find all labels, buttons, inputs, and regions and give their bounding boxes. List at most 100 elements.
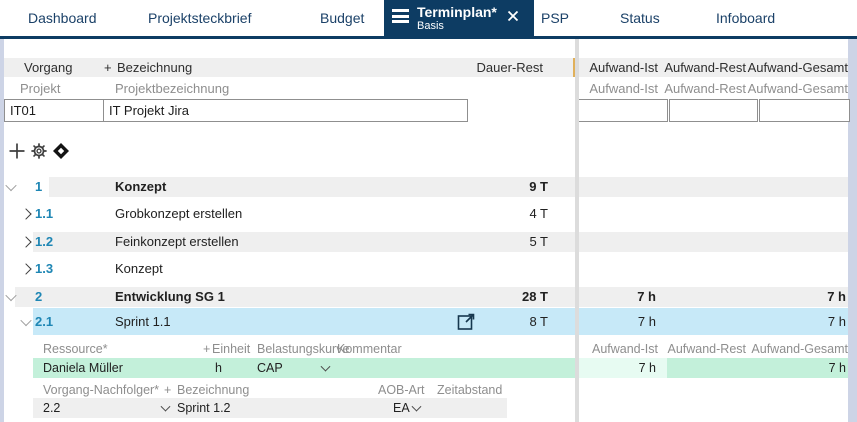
col-header-vorgang: Vorgang: [24, 60, 73, 75]
successor-row-highlight: [33, 398, 507, 418]
project-name-input[interactable]: [103, 99, 468, 122]
belastungskurve-header: Belastungskurve: [257, 342, 350, 356]
tab-infoboard[interactable]: Infoboard: [716, 10, 776, 26]
task-number: 2.1: [35, 314, 54, 329]
tab-projektsteckbrief[interactable]: Projektsteckbrief: [148, 10, 252, 26]
row-highlight-right: [579, 232, 848, 252]
tab-budget[interactable]: Budget: [320, 10, 365, 26]
add-successor-column-icon[interactable]: +: [164, 383, 172, 397]
hamburger-menu-icon[interactable]: [392, 9, 409, 26]
project-aufwand-ist-label: Aufwand-Ist: [589, 81, 658, 96]
milestone-diamond-icon[interactable]: [52, 142, 70, 165]
task-number: 1.1: [35, 206, 54, 221]
resource-header: Ressource*: [43, 342, 108, 356]
project-aufwand-rest-label: Aufwand-Rest: [664, 81, 746, 96]
tab-bar-underline: [0, 36, 857, 39]
task-aufwand-gesamt: 7 h: [827, 314, 846, 329]
kommentar-header: Kommentar: [337, 342, 402, 356]
row-highlight-right: [579, 177, 848, 197]
collapse-chevron-icon[interactable]: [5, 179, 17, 192]
settings-gear-icon[interactable]: [30, 142, 48, 165]
add-column-icon[interactable]: +: [104, 60, 112, 75]
resource-row-highlight-right: [667, 358, 848, 378]
task-row-1-3[interactable]: 1.3 Konzept: [4, 259, 848, 279]
task-aufwand-ist: 7 h: [637, 314, 656, 329]
selected-row-highlight: [33, 308, 575, 335]
project-id-input[interactable]: [4, 99, 105, 122]
task-dauer-rest: 9 T: [529, 179, 548, 194]
tab-terminplan-active[interactable]: Terminplan* Basis: [384, 0, 534, 36]
task-row-1-2[interactable]: 1.2 Feinkonzept erstellen 5 T: [4, 232, 848, 252]
tab-psp[interactable]: PSP: [541, 10, 570, 26]
project-name-label: Projektbezeichnung: [115, 81, 230, 96]
successor-vorgang-value[interactable]: 2.2: [43, 401, 61, 415]
task-number: 1: [35, 179, 43, 194]
tab-status[interactable]: Status: [620, 10, 660, 26]
task-label: Sprint 1.1: [115, 314, 171, 329]
successor-row[interactable]: 2.2 Sprint 1.2 EA: [4, 398, 848, 418]
task-row-2[interactable]: 2 Entwicklung SG 1 28 T 7 h 7 h: [4, 287, 848, 307]
open-detail-external-link-icon[interactable]: [456, 311, 477, 335]
task-dauer-rest: 28 T: [521, 289, 548, 304]
expand-chevron-icon[interactable]: [20, 208, 32, 220]
project-type-label: Projekt: [20, 81, 61, 96]
task-dauer-rest: 5 T: [529, 234, 548, 249]
task-row-1-1[interactable]: 1.1 Grobkonzept erstellen 4 T: [4, 204, 848, 224]
collapse-chevron-icon[interactable]: [20, 314, 32, 326]
row-highlight: [33, 232, 575, 252]
resource-aufwand-gesamt: 7 h: [828, 361, 846, 375]
resource-einheit[interactable]: h: [215, 361, 222, 375]
zeitabstand-header: Zeitabstand: [437, 383, 503, 397]
task-dauer-rest: 4 T: [529, 206, 548, 221]
task-row-1[interactable]: 1 Konzept 9 T: [4, 177, 848, 197]
resource-aufwand-ist-header: Aufwand-Ist: [591, 342, 658, 356]
resource-name[interactable]: Daniela Müller: [43, 361, 123, 375]
aufwand-ist-input[interactable]: [578, 99, 668, 122]
selected-row-highlight-right: [579, 308, 848, 335]
task-label: Entwicklung SG 1: [115, 289, 225, 304]
task-number: 2: [35, 289, 43, 304]
aob-art-value[interactable]: EA: [393, 401, 410, 415]
frozen-column-indicator: [573, 58, 576, 77]
successor-bezeichnung-header: Bezeichnung: [177, 383, 250, 397]
col-header-aufwand-rest: Aufwand-Rest: [664, 60, 746, 75]
close-tab-icon[interactable]: [507, 9, 519, 27]
aob-art-header: AOB-Art: [378, 383, 425, 397]
resource-belastungskurve-value[interactable]: CAP: [257, 361, 283, 375]
task-aufwand-ist: 7 h: [637, 289, 656, 304]
grid-header-row: [4, 58, 848, 77]
tab-bar: Dashboard Projektsteckbrief Budget PSP S…: [0, 0, 857, 36]
successor-bezeichnung-value: Sprint 1.2: [177, 401, 231, 415]
tab-dashboard[interactable]: Dashboard: [28, 10, 97, 26]
terminplan-panel: Vorgang + Bezeichnung Dauer-Rest Aufwand…: [4, 39, 850, 422]
task-label: Konzept: [115, 179, 167, 194]
row-highlight: [15, 287, 575, 307]
resource-aufwand-rest-header: Aufwand-Rest: [667, 342, 746, 356]
expand-chevron-icon[interactable]: [20, 263, 32, 275]
add-task-button[interactable]: [8, 142, 26, 165]
task-label: Konzept: [115, 261, 163, 276]
row-highlight: [49, 177, 575, 197]
col-header-aufwand-ist: Aufwand-Ist: [589, 60, 658, 75]
row-highlight-right: [579, 287, 848, 307]
resource-row-highlight: [33, 358, 575, 378]
aufwand-gesamt-input[interactable]: [759, 99, 850, 122]
resource-row[interactable]: Daniela Müller h CAP 7 h 7 h: [4, 358, 848, 378]
add-resource-column-icon[interactable]: +: [203, 342, 211, 356]
resource-aufwand-ist[interactable]: 7 h: [638, 361, 656, 375]
task-number: 1.3: [35, 261, 54, 276]
active-tab-label: Terminplan*: [417, 4, 497, 20]
resource-aufwand-gesamt-header: Aufwand-Gesamt: [751, 342, 848, 356]
task-number: 1.2: [35, 234, 54, 249]
task-aufwand-gesamt: 7 h: [827, 289, 846, 304]
col-header-bezeichnung: Bezeichnung: [117, 60, 193, 75]
aufwand-rest-input[interactable]: [669, 99, 758, 122]
nachfolger-header: Vorgang-Nachfolger*: [43, 383, 160, 397]
expand-chevron-icon[interactable]: [20, 236, 32, 248]
task-row-2-1-selected[interactable]: 2.1 Sprint 1.1 8 T 7 h 7 h: [4, 308, 848, 335]
project-aufwand-gesamt-label: Aufwand-Gesamt: [747, 81, 848, 96]
task-label: Feinkonzept erstellen: [115, 234, 239, 249]
resource-ist-cell[interactable]: [579, 358, 667, 378]
pane-divider[interactable]: [575, 39, 579, 422]
